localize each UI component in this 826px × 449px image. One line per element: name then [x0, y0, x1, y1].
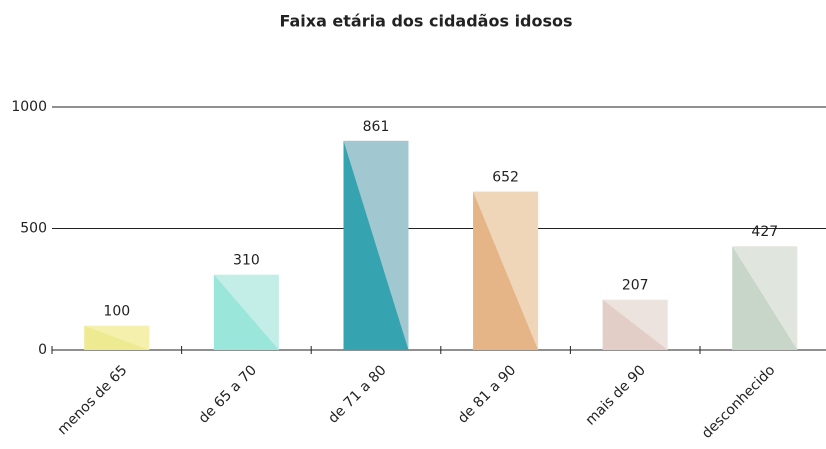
x-tick-label: de 71 a 80: [325, 362, 389, 426]
value-label: 652: [492, 170, 519, 186]
bar-shade: [213, 274, 279, 350]
x-tick-label: de 65 a 70: [196, 362, 260, 426]
value-label: 100: [103, 304, 130, 320]
x-tick-label: desconhecido: [699, 362, 779, 442]
bar-shade: [473, 191, 539, 350]
bar-shade: [602, 299, 668, 350]
x-tick-label: de 81 a 90: [455, 362, 519, 426]
bar-shade: [343, 140, 409, 350]
value-label: 861: [363, 119, 390, 135]
value-label: 310: [233, 253, 260, 269]
x-tick-label: mais de 90: [583, 362, 649, 428]
x-tick-label: menos de 65: [55, 362, 131, 438]
y-tick-label: 0: [38, 342, 47, 358]
chart-title: Faixa etária dos cidadãos idosos: [279, 12, 572, 31]
value-label: 207: [622, 278, 649, 294]
bar-shade: [732, 246, 798, 350]
y-tick-label: 1000: [11, 99, 47, 115]
y-tick-label: 500: [20, 221, 47, 237]
bar-shade: [84, 325, 150, 350]
value-label: 427: [751, 224, 778, 240]
